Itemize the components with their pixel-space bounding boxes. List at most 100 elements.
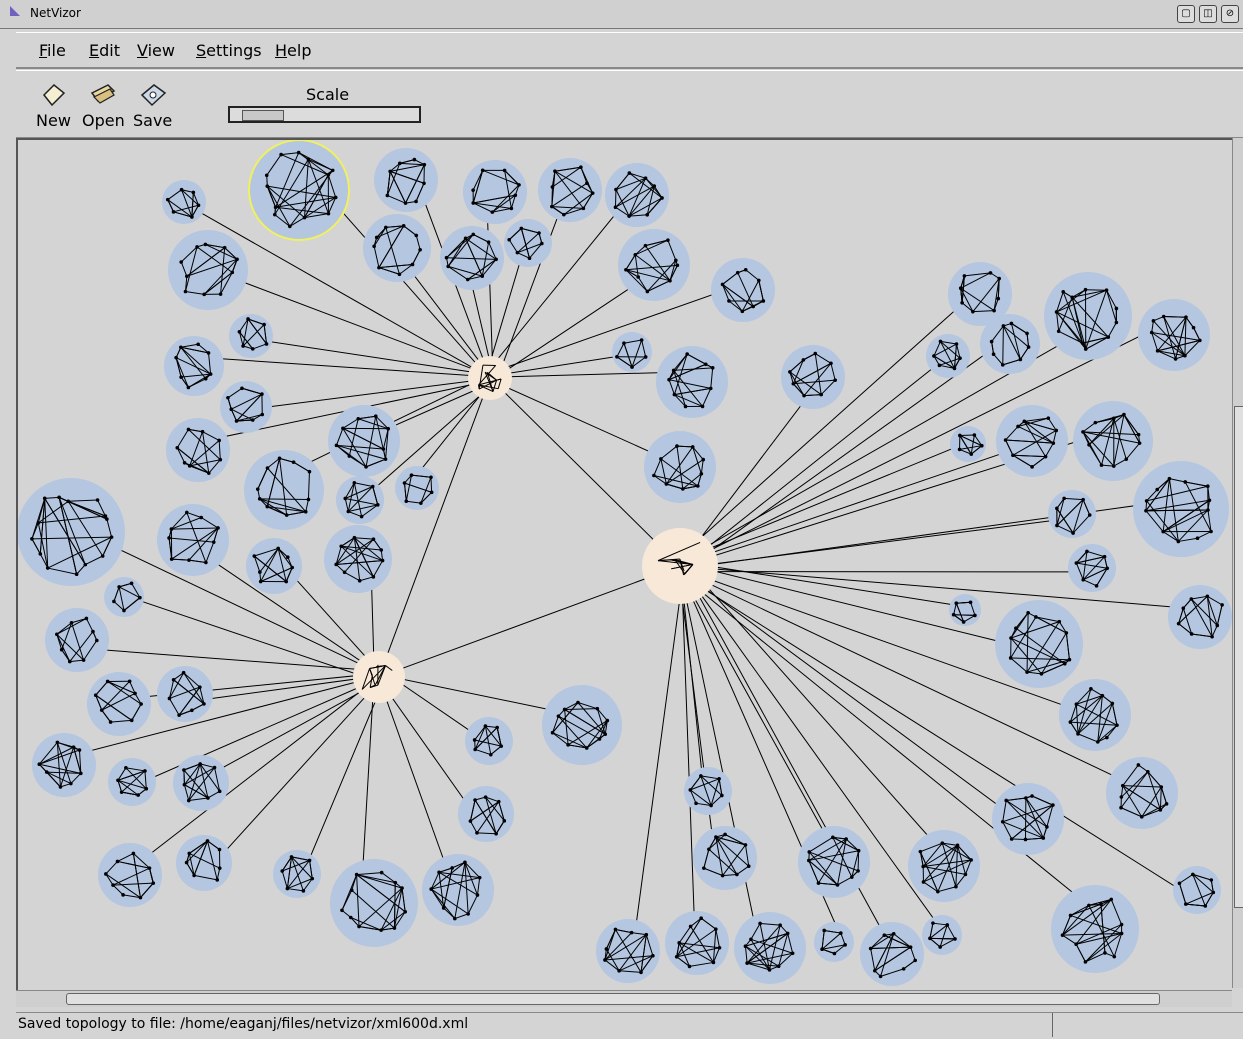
host-node[interactable]: [714, 927, 718, 931]
host-node[interactable]: [139, 702, 143, 706]
cluster-node[interactable]: [995, 600, 1083, 688]
host-node[interactable]: [891, 931, 896, 936]
host-node[interactable]: [645, 289, 650, 294]
host-node[interactable]: [383, 457, 388, 461]
host-node[interactable]: [701, 457, 706, 462]
host-node[interactable]: [1176, 621, 1181, 626]
host-node[interactable]: [185, 274, 189, 279]
host-node[interactable]: [380, 558, 385, 563]
host-node[interactable]: [302, 215, 307, 220]
host-node[interactable]: [622, 341, 626, 346]
host-node[interactable]: [1071, 531, 1075, 535]
host-node[interactable]: [945, 923, 950, 927]
host-node[interactable]: [483, 724, 488, 728]
host-node[interactable]: [1081, 430, 1085, 434]
host-node[interactable]: [1203, 904, 1208, 908]
host-node[interactable]: [517, 183, 521, 187]
host-node[interactable]: [265, 466, 270, 470]
host-node[interactable]: [1061, 290, 1066, 294]
host-node[interactable]: [202, 702, 206, 706]
host-node[interactable]: [222, 245, 227, 250]
host-node[interactable]: [788, 370, 792, 374]
host-node[interactable]: [908, 945, 913, 949]
host-node[interactable]: [997, 276, 1002, 281]
save-button[interactable]: Save: [133, 81, 172, 130]
host-node[interactable]: [1076, 732, 1080, 736]
cluster-node[interactable]: [246, 538, 302, 594]
host-node[interactable]: [767, 968, 772, 972]
host-node[interactable]: [675, 444, 679, 448]
host-node[interactable]: [289, 855, 294, 859]
host-node[interactable]: [938, 945, 942, 949]
host-node[interactable]: [429, 475, 433, 480]
host-node[interactable]: [1144, 499, 1149, 503]
host-node[interactable]: [177, 713, 181, 717]
host-node[interactable]: [385, 193, 390, 198]
host-node[interactable]: [757, 278, 761, 283]
host-node[interactable]: [410, 262, 415, 267]
menu-settings[interactable]: Settings: [196, 41, 262, 60]
host-node[interactable]: [615, 354, 619, 359]
host-node[interactable]: [839, 931, 843, 935]
host-node[interactable]: [473, 798, 477, 802]
host-node[interactable]: [960, 301, 964, 305]
host-node[interactable]: [206, 351, 211, 355]
host-node[interactable]: [831, 835, 835, 840]
host-node[interactable]: [57, 495, 61, 500]
host-node[interactable]: [1100, 693, 1105, 698]
host-node[interactable]: [1155, 487, 1160, 492]
host-node[interactable]: [666, 238, 670, 242]
host-node[interactable]: [1026, 611, 1030, 615]
host-node[interactable]: [357, 578, 362, 583]
host-node[interactable]: [1205, 594, 1210, 599]
host-node[interactable]: [490, 210, 495, 214]
host-node[interactable]: [1209, 878, 1214, 882]
host-node[interactable]: [334, 443, 339, 448]
host-node[interactable]: [397, 272, 402, 277]
host-node[interactable]: [347, 454, 352, 458]
host-node[interactable]: [419, 501, 423, 505]
host-node[interactable]: [957, 447, 962, 452]
host-node[interactable]: [688, 788, 693, 792]
host-node[interactable]: [953, 937, 957, 941]
window-menu-icon[interactable]: [10, 6, 20, 16]
host-node[interactable]: [1064, 631, 1069, 635]
host-node[interactable]: [285, 886, 290, 891]
cluster-node[interactable]: [1173, 866, 1221, 914]
cluster-node[interactable]: [463, 160, 527, 224]
host-node[interactable]: [199, 515, 204, 520]
host-node[interactable]: [246, 317, 250, 321]
host-node[interactable]: [342, 570, 347, 575]
host-node[interactable]: [124, 765, 128, 770]
host-node[interactable]: [79, 771, 83, 776]
host-node[interactable]: [1149, 330, 1154, 335]
host-node[interactable]: [444, 255, 449, 260]
host-node[interactable]: [714, 835, 718, 839]
host-node[interactable]: [203, 242, 208, 247]
host-node[interactable]: [1104, 288, 1109, 293]
host-node[interactable]: [182, 768, 186, 772]
host-node[interactable]: [1051, 441, 1056, 445]
host-node[interactable]: [195, 245, 199, 249]
host-node[interactable]: [105, 679, 110, 684]
host-node[interactable]: [241, 344, 245, 348]
network-graph[interactable]: [18, 140, 1234, 990]
cluster-node[interactable]: [618, 229, 690, 301]
host-node[interactable]: [69, 620, 74, 625]
host-node[interactable]: [1184, 902, 1188, 906]
cluster-node[interactable]: [328, 405, 400, 477]
host-node[interactable]: [1003, 438, 1008, 442]
host-node[interactable]: [550, 185, 555, 189]
host-node[interactable]: [165, 197, 170, 202]
host-node[interactable]: [103, 514, 108, 518]
host-node[interactable]: [147, 866, 152, 870]
host-node[interactable]: [519, 226, 524, 231]
host-node[interactable]: [958, 286, 963, 291]
host-node[interactable]: [627, 214, 631, 218]
vertical-scroll-thumb[interactable]: [1234, 406, 1243, 908]
host-node[interactable]: [515, 250, 520, 255]
host-node[interactable]: [403, 909, 408, 914]
host-node[interactable]: [1080, 341, 1085, 345]
cluster-node[interactable]: [1073, 401, 1153, 481]
host-node[interactable]: [284, 579, 289, 584]
